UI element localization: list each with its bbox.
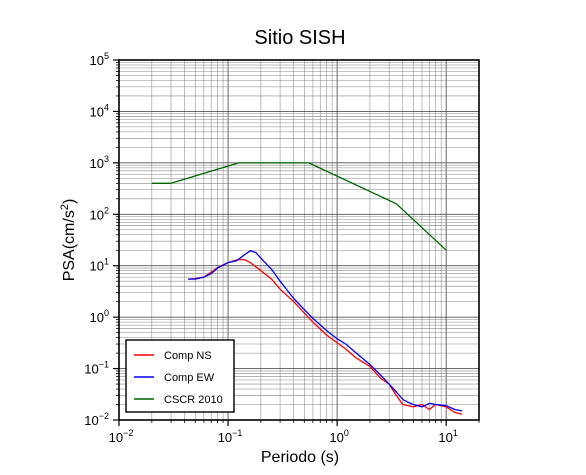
y-tick-label: 100	[90, 308, 109, 325]
legend-label: Comp EW	[164, 372, 215, 384]
x-tick-label: 101	[438, 428, 457, 445]
y-tick-label: 101	[90, 257, 109, 274]
legend-label: Comp NS	[164, 350, 212, 362]
chart-title: Sitio SISH	[254, 27, 345, 49]
x-tick-label: 100	[329, 428, 348, 445]
plot-frame	[118, 59, 480, 421]
legend: Comp NS Comp EW CSCR 2010	[125, 339, 235, 413]
y-tick-label: 103	[90, 154, 109, 171]
y-tick-label: 10−1	[84, 360, 109, 377]
y-axis-label: PSA(cm/s2)	[59, 199, 78, 282]
legend-label: CSCR 2010	[164, 394, 223, 406]
y-axis: 10−2 10−1 100 101 102 103 104 105	[84, 51, 119, 428]
y-tick-label: 10−2	[84, 411, 109, 428]
x-axis: 10−2 10−1 100 101	[109, 420, 480, 445]
series-line-cscr-2010	[151, 162, 447, 251]
x-tick-label: 10−1	[218, 428, 243, 445]
legend-box	[125, 339, 235, 413]
x-axis-label: Periodo (s)	[261, 449, 339, 466]
y-tick-label: 105	[90, 51, 109, 68]
series-lines	[151, 162, 463, 415]
x-tick-label: 10−2	[109, 428, 134, 445]
series-line-comp-ew	[188, 250, 463, 412]
y-tick-label: 104	[90, 102, 109, 119]
y-tick-label: 102	[90, 205, 109, 222]
